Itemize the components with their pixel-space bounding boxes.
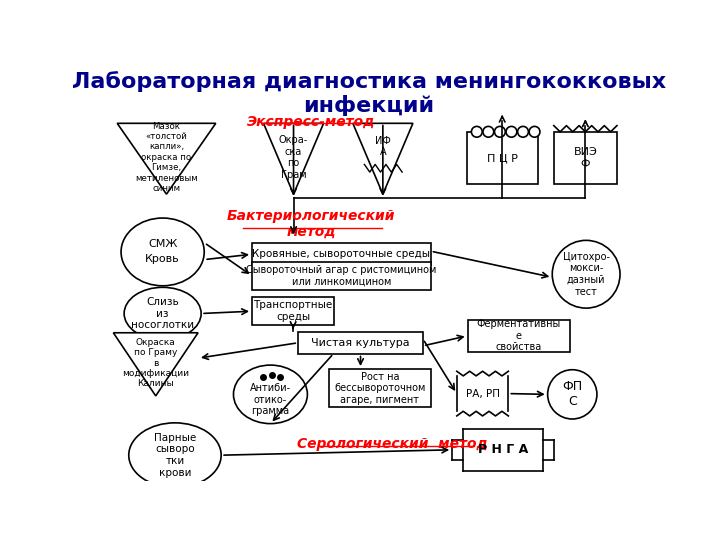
Text: Парные
сыворо
тки
крови: Парные сыворо тки крови [154, 433, 196, 477]
Ellipse shape [129, 423, 221, 488]
Ellipse shape [121, 218, 204, 286]
Text: Серологический  метод: Серологический метод [297, 437, 487, 451]
Ellipse shape [124, 287, 201, 340]
Text: Мазок
«толстой
капли»,
окраска по
Гимзе,
метиленовым
синим: Мазок «толстой капли», окраска по Гимзе,… [135, 122, 198, 193]
Text: Кровь: Кровь [145, 254, 180, 264]
Text: ИФ
А: ИФ А [375, 136, 391, 158]
Circle shape [552, 240, 620, 308]
Circle shape [472, 126, 482, 137]
Text: Ферментативны
е
свойства: Ферментативны е свойства [477, 319, 561, 353]
Text: Кровяные, сывороточные среды: Кровяные, сывороточные среды [252, 249, 431, 259]
Polygon shape [113, 333, 198, 396]
Text: Р Н Г А: Р Н Г А [478, 443, 528, 456]
Bar [329, 369, 431, 408]
Text: Чистая культура: Чистая культура [311, 338, 410, 348]
Bar [467, 320, 570, 352]
Polygon shape [117, 123, 216, 194]
Bar [456, 376, 508, 411]
Text: Рост на
бессывороточном
агаре, пигмент: Рост на бессывороточном агаре, пигмент [334, 372, 426, 405]
Bar [554, 132, 617, 184]
Text: Цитохро-
мокси-
дазный
тест: Цитохро- мокси- дазный тест [562, 252, 610, 296]
Circle shape [483, 126, 494, 137]
Circle shape [548, 370, 597, 419]
Circle shape [518, 126, 528, 137]
Text: РА, РП: РА, РП [466, 389, 500, 399]
Text: Транспортные
среды: Транспортные среды [253, 300, 333, 322]
Polygon shape [264, 123, 323, 194]
Bar [252, 244, 431, 265]
Text: Экспресс-метод: Экспресс-метод [247, 115, 375, 129]
Text: Окра-
ска
по
Грам: Окра- ска по Грам [279, 135, 308, 180]
Text: Лабораторная диагностика менингококковых
инфекций: Лабораторная диагностика менингококковых… [72, 71, 666, 116]
Circle shape [529, 126, 540, 137]
Circle shape [506, 126, 517, 137]
Text: Антиби-
отико-
грамма: Антиби- отико- грамма [250, 383, 291, 416]
Text: Бактериологический
метод: Бактериологический метод [227, 209, 395, 239]
Bar [252, 298, 334, 325]
Polygon shape [353, 123, 413, 194]
Bar [467, 132, 538, 184]
Text: СМЖ: СМЖ [148, 239, 177, 249]
Circle shape [495, 126, 505, 137]
Text: Слизь
из
носоглотки: Слизь из носоглотки [131, 297, 194, 330]
Bar [298, 332, 423, 354]
Text: П Ц Р: П Ц Р [487, 153, 518, 163]
Text: Окраска
по Граму
в
модификации
Калины: Окраска по Граму в модификации Калины [122, 338, 189, 388]
Text: ВИЭ
Ф: ВИЭ Ф [573, 147, 598, 169]
Text: Сывороточный агар с ристомицином
или линкомицином: Сывороточный агар с ристомицином или лин… [246, 265, 436, 287]
Ellipse shape [233, 365, 307, 423]
Bar [252, 262, 431, 289]
Text: ФП
С: ФП С [562, 380, 582, 408]
